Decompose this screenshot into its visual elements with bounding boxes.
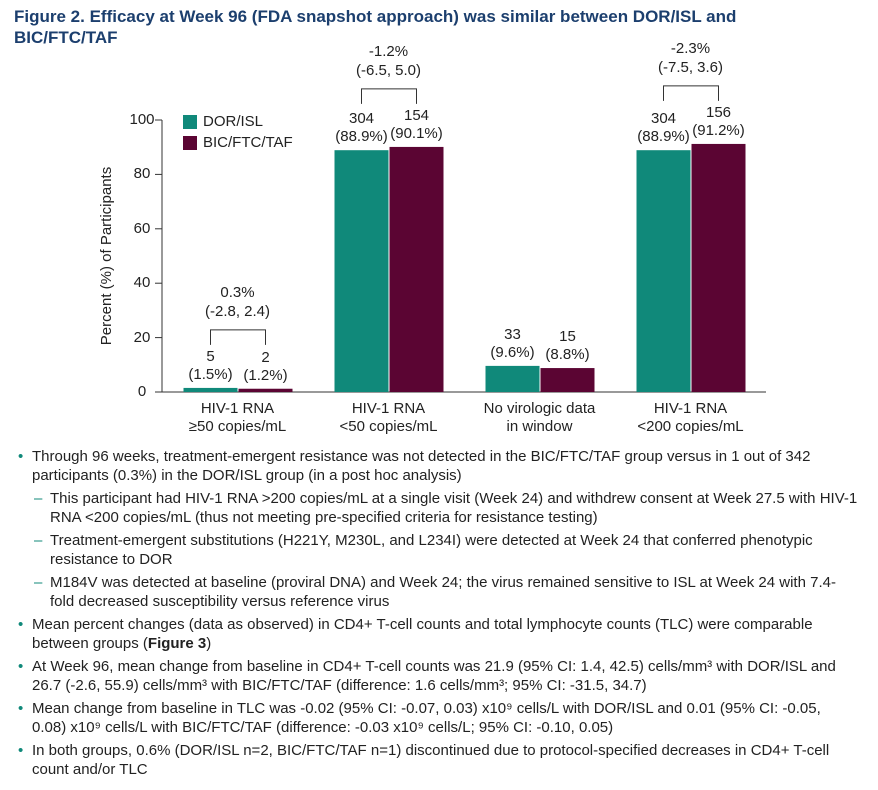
x-tick-label: HIV-1 RNA ≥50 copies/mL (188, 400, 287, 435)
x-tick-label: No virologic data in window (483, 400, 596, 435)
bullet: Through 96 weeks, treatment-emergent res… (18, 448, 858, 485)
difference-label: -1.2% (368, 42, 409, 60)
value-label: (1.5%) (188, 365, 233, 383)
y-tick-label: 40 (133, 274, 151, 292)
value-label: (88.9%) (335, 128, 388, 146)
legend-label: BIC/FTC/TAF (203, 134, 293, 151)
bar (238, 388, 293, 392)
value-label: (91.2%) (692, 121, 745, 139)
y-tick-label: 80 (133, 165, 151, 183)
sub-bullet: Treatment-emergent substitutions (H221Y,… (18, 532, 858, 569)
y-axis-label: Percent (%) of Participants (98, 166, 115, 346)
y-tick-label: 20 (133, 328, 151, 346)
bar (636, 150, 691, 392)
difference-label: -2.3% (670, 39, 711, 57)
ci-label: (-6.5, 5.0) (355, 61, 422, 79)
comparison-bracket (663, 85, 719, 101)
bar (691, 143, 746, 392)
x-tick-label: HIV-1 RNA <200 copies/mL (637, 400, 744, 435)
bullet-list: Through 96 weeks, treatment-emergent res… (18, 448, 858, 784)
count-label: 304 (348, 110, 375, 128)
bar (485, 365, 540, 392)
count-label: 156 (705, 103, 732, 121)
bullet: Mean percent changes (data as observed) … (18, 616, 858, 653)
y-tick-label: 60 (133, 219, 151, 237)
difference-label: 0.3% (220, 283, 255, 301)
bullet-text: ) (206, 634, 212, 652)
bullet: In both groups, 0.6% (DOR/ISL n=2, BIC/F… (18, 742, 858, 779)
count-label: 2 (261, 348, 270, 366)
sub-bullet: M184V was detected at baseline (proviral… (18, 574, 858, 611)
bar (334, 150, 389, 392)
value-label: (88.9%) (637, 128, 690, 146)
ci-label: (-2.8, 2.4) (204, 302, 271, 320)
bar (183, 387, 238, 392)
value-label: (90.1%) (390, 124, 443, 142)
legend-swatch (183, 115, 197, 129)
bullet: At Week 96, mean change from baseline in… (18, 658, 858, 695)
bar (389, 146, 444, 392)
comparison-bracket (210, 329, 266, 345)
ci-label: (-7.5, 3.6) (657, 58, 724, 76)
sub-bullet: This participant had HIV-1 RNA >200 copi… (18, 490, 858, 527)
count-label: 5 (206, 347, 215, 365)
bullet-text: Mean percent changes (data as observed) … (32, 616, 813, 652)
value-label: (9.6%) (490, 343, 535, 361)
count-label: 154 (403, 106, 430, 124)
figure-title: Figure 2. Efficacy at Week 96 (FDA snaps… (14, 7, 737, 47)
count-label: 15 (559, 328, 576, 346)
bold-ref: Figure 3 (147, 634, 207, 652)
x-tick-label: HIV-1 RNA <50 copies/mL (339, 400, 438, 435)
y-tick-label: 0 (137, 383, 147, 400)
value-label: (8.8%) (545, 346, 590, 364)
count-label: 304 (650, 110, 677, 128)
value-label: (1.2%) (243, 366, 288, 384)
count-label: 33 (504, 325, 521, 343)
chart (155, 85, 766, 393)
bullet: Mean change from baseline in TLC was -0.… (18, 700, 858, 737)
bar (540, 368, 595, 392)
legend-swatch (183, 136, 197, 150)
comparison-bracket (361, 88, 417, 104)
y-tick-label: 100 (129, 111, 155, 128)
legend-label: DOR/ISL (203, 113, 264, 130)
